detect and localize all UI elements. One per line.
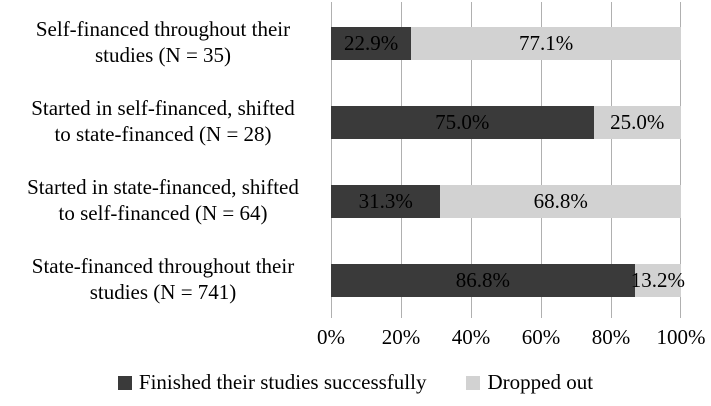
legend-swatch-finished (117, 375, 132, 390)
category-axis: Self-financed throughout their studies (N… (0, 2, 326, 318)
category-label: State-financed throughout their studies (… (0, 239, 326, 318)
bar-value-label: 68.8% (533, 189, 588, 213)
gridline (611, 2, 612, 318)
x-tick-label: 40% (451, 325, 491, 349)
bar-segment-dropped: 13.2% (631, 264, 685, 297)
category-label-line1: Self-financed throughout their (35, 16, 291, 41)
legend-swatch-dropped (466, 375, 481, 390)
bar-segment-dropped: 77.1% (411, 27, 681, 60)
bar-value-label: 31.3% (358, 189, 413, 213)
bar-segment-dropped: 25.0% (593, 106, 681, 139)
bar-value-label: 13.2% (630, 268, 686, 292)
gridline (541, 2, 542, 318)
category-label-line1: Started in state-financed, shifted (27, 174, 299, 199)
x-tick-label: 0% (317, 325, 345, 349)
plot-area: 22.9% 77.1% 75.0% 25.0% 31.3% 68.8% 86.8% 13.2% (331, 2, 685, 318)
category-label-line2: to self-financed (N = 64) (58, 200, 268, 225)
bar-segment-finished: 31.3% (331, 185, 441, 218)
x-tick-label: 80% (591, 325, 631, 349)
bar-segment-finished: 22.9% (331, 27, 412, 60)
bar-row: 75.0% 25.0% (331, 106, 681, 139)
bar-segment-finished: 86.8% (331, 264, 635, 297)
category-label: Started in state-financed, shifted to sel… (0, 160, 326, 239)
category-label-line1: Started in self-financed, shifted (31, 95, 295, 120)
gridline (680, 2, 681, 318)
category-label: Started in self-financed, shifted to stat… (0, 81, 326, 160)
bar-value-label: 77.1% (518, 31, 574, 55)
legend-label: Dropped out (487, 370, 594, 394)
gridline (401, 2, 402, 318)
bar-row: 86.8% 13.2% (331, 264, 685, 297)
bar-value-label: 75.0% (435, 110, 490, 134)
bar-row: 22.9% 77.1% (331, 27, 681, 60)
legend-label: Finished their studies successfully (138, 370, 427, 394)
bar-value-label: 86.8% (455, 268, 511, 292)
x-tick-label: 100% (656, 325, 706, 349)
category-label: Self-financed throughout their studies (N… (0, 2, 326, 81)
bar-segment-dropped: 68.8% (440, 185, 681, 218)
bar-row: 31.3% 68.8% (331, 185, 681, 218)
x-tick-label: 20% (381, 325, 421, 349)
category-label-line2: studies (N = 35) (94, 42, 232, 67)
bar-segment-finished: 75.0% (331, 106, 594, 139)
category-label-line2: to state-financed (N = 28) (54, 121, 272, 146)
legend: Finished their studies successfully Dropp… (0, 370, 711, 395)
category-label-line2: studies (N = 741) (89, 279, 237, 304)
gridline (471, 2, 472, 318)
x-axis: 0% 20% 40% 60% 80% 100% (317, 325, 706, 353)
x-tick-label: 60% (521, 325, 561, 349)
gridline (331, 2, 332, 318)
legend-item-dropped: Dropped out (466, 370, 593, 395)
category-label-line1: State-financed throughout their (31, 253, 295, 278)
legend-item-finished: Finished their studies successfully (117, 370, 427, 395)
bar-value-label: 25.0% (610, 110, 665, 134)
bar-value-label: 22.9% (343, 31, 399, 55)
